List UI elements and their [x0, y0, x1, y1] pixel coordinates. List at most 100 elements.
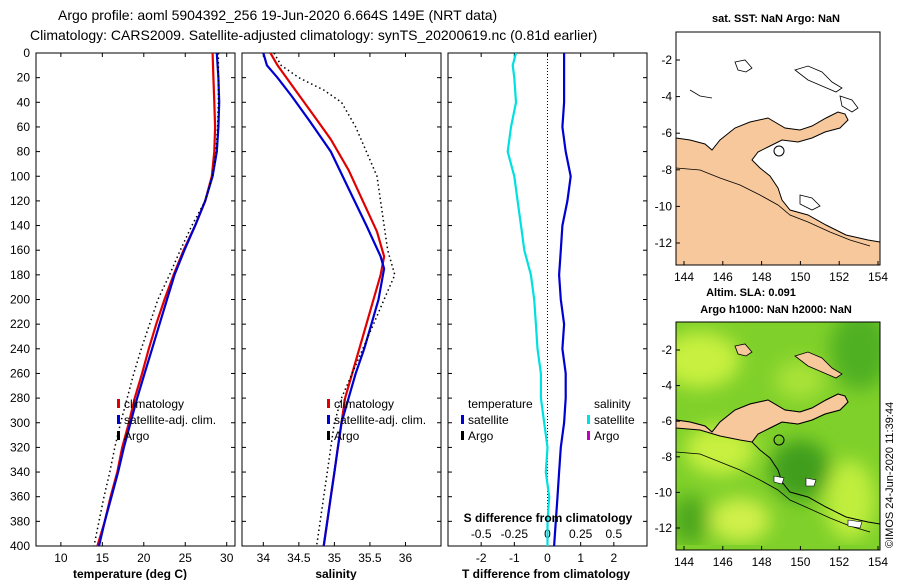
legend-swatch-cyan — [587, 415, 590, 424]
x-tick-label: -1 — [509, 551, 520, 565]
legend-label: climatology — [124, 397, 184, 411]
map-y-tick-label: -10 — [655, 485, 673, 499]
salinity-panel: 34 34.5 35 35.5 36 — [242, 52, 441, 565]
x-tick-label: 10 — [54, 551, 68, 565]
map-x-tick-label: 146 — [713, 555, 733, 569]
x-tick-label-top: -0.25 — [501, 527, 529, 541]
map-x-tick-label: 148 — [752, 555, 772, 569]
map-top-island — [839, 95, 859, 113]
series-argo — [93, 53, 220, 546]
field-patch — [775, 360, 825, 400]
depth-tick-label: 180 — [10, 268, 30, 282]
field-patch — [676, 332, 740, 388]
depth-tick-label: 80 — [17, 145, 31, 159]
legend-title-temperature: temperature — [468, 397, 533, 411]
map-x-tick-label: 144 — [674, 270, 694, 284]
series-t-satellite — [553, 53, 572, 546]
salinity-legend: climatology satellite-adj. clim. Argo — [327, 397, 426, 443]
header-line1: Argo profile: aoml 5904392_256 19-Jun-20… — [58, 7, 497, 23]
x-tick-label: 36 — [399, 551, 413, 565]
temperature-legend: climatology satellite-adj. clim. Argo — [117, 397, 216, 443]
argo-position-marker — [773, 434, 785, 446]
map-top-frame — [675, 31, 881, 266]
map-bottom-title: Argo h1000: NaN h2000: NaN — [700, 304, 852, 316]
map-bottom-island — [773, 475, 785, 485]
field-patch — [710, 498, 770, 542]
depth-tick-label: 380 — [10, 514, 30, 528]
depth-tick-label: 260 — [10, 366, 30, 380]
map-top-coast — [676, 167, 871, 247]
x-tick-label: 34 — [257, 551, 271, 565]
map-bottom-island — [734, 343, 753, 357]
legend-label: Argo — [334, 429, 360, 443]
map-top-island — [799, 194, 821, 211]
field-patch — [825, 460, 875, 540]
depth-tick-label: 160 — [10, 243, 30, 257]
map-x-tick-label: 150 — [790, 555, 810, 569]
series-climatology — [96, 53, 217, 546]
map-top-coast — [689, 89, 713, 99]
depth-tick-label: 0 — [23, 46, 30, 60]
difference-legend: temperature satellite Argo salinity sate… — [461, 397, 635, 443]
map-y-tick-label: -12 — [655, 236, 673, 250]
x-tick-label: 15 — [96, 551, 110, 565]
map-y-tick-label: -8 — [661, 163, 672, 177]
legend-label: Argo — [468, 429, 494, 443]
depth-tick-label: 400 — [10, 539, 30, 553]
map-y-tick-label: -4 — [661, 379, 672, 393]
depth-tick-label: 280 — [10, 391, 30, 405]
map-x-tick-label: 146 — [713, 270, 733, 284]
depth-tick-label: 320 — [10, 440, 30, 454]
temperature-xlabel: temperature (deg C) — [73, 567, 187, 580]
map-bottom-island — [847, 519, 863, 529]
legend-swatch-black — [117, 431, 120, 440]
map-top-ticks: 144 146 148 150 152 154 -2 -4 -6 -8 -10 -12 — [655, 53, 889, 284]
x-tick-label: 20 — [137, 551, 151, 565]
legend-label: climatology — [334, 397, 394, 411]
map-x-tick-label: 152 — [829, 270, 849, 284]
legend-swatch-red — [327, 399, 330, 408]
salinity-xlabel: salinity — [315, 567, 357, 580]
temperature-axes — [35, 52, 236, 547]
map-bottom-coast — [676, 451, 871, 533]
x-tick-label-top: 0.25 — [569, 527, 593, 541]
x-tick-label: -2 — [476, 551, 487, 565]
map-bottom-island — [805, 477, 817, 487]
depth-tick-label: 360 — [10, 490, 30, 504]
map-y-tick-label: -6 — [661, 414, 672, 428]
depth-tick-label: 140 — [10, 219, 30, 233]
legend-label: satellite-adj. clim. — [334, 413, 426, 427]
map-x-tick-label: 150 — [790, 270, 810, 284]
field-patch — [830, 322, 880, 390]
legend-swatch-red — [117, 399, 120, 408]
depth-tick-label: 40 — [17, 95, 31, 109]
map-top — [676, 32, 880, 265]
map-top-caption: Altim. SLA: 0.091 — [706, 287, 796, 299]
depth-tick-label: 20 — [17, 71, 31, 85]
legend-swatch-magenta — [587, 431, 590, 440]
map-bottom-frame — [675, 321, 881, 551]
map-y-tick-label: -12 — [655, 521, 673, 535]
depth-tick-label: 240 — [10, 342, 30, 356]
map-bottom-land — [676, 393, 849, 443]
series-satellite-adj-clim- — [262, 53, 386, 546]
x-tick-label: 35 — [328, 551, 342, 565]
map-y-tick-label: -6 — [661, 126, 672, 140]
map-x-tick-label: 148 — [752, 270, 772, 284]
x-tick-label: 2 — [610, 551, 617, 565]
x-tick-label-top: 0.5 — [605, 527, 622, 541]
map-x-tick-label: 152 — [829, 555, 849, 569]
map-y-tick-label: -8 — [661, 450, 672, 464]
header-line2: Climatology: CARS2009. Satellite-adjuste… — [30, 27, 597, 43]
legend-label: satellite-adj. clim. — [124, 413, 216, 427]
depth-tick-label: 200 — [10, 293, 30, 307]
legend-label: Argo — [594, 429, 620, 443]
map-top-island — [794, 65, 843, 93]
map-bottom-ticks: 144 146 148 150 152 154 -2 -4 -6 -8 -10 -12 — [655, 343, 889, 569]
series-satellite-adj-clim- — [97, 53, 221, 546]
legend-swatch-black — [461, 431, 464, 440]
depth-tick-label: 100 — [10, 169, 30, 183]
map-y-tick-label: -2 — [661, 53, 672, 67]
